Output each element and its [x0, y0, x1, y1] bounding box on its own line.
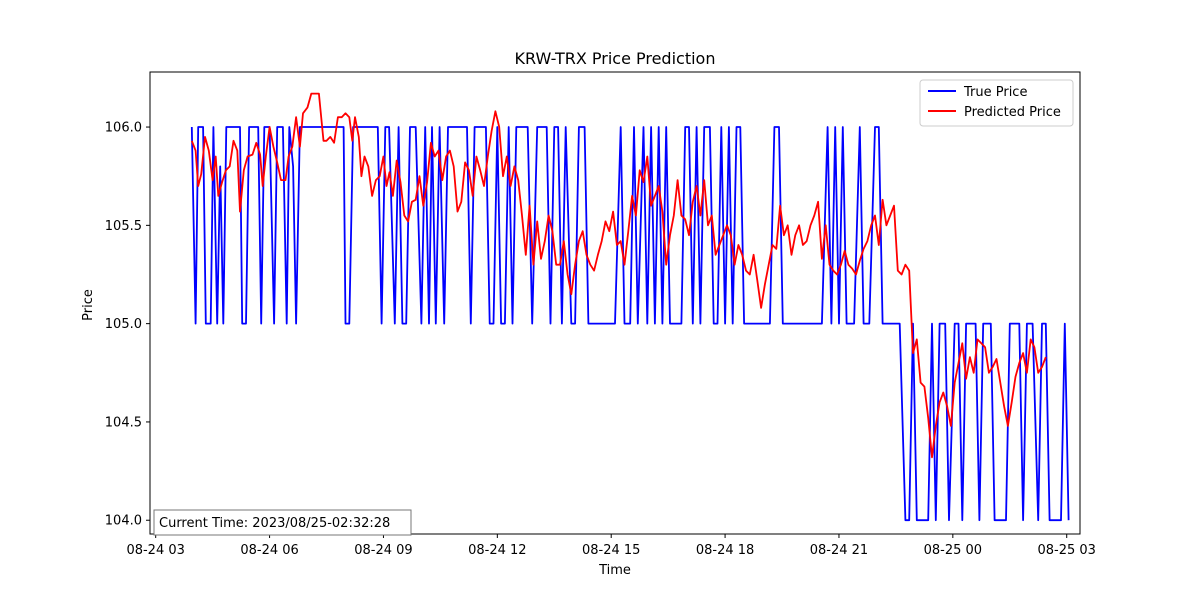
- x-tick-label: 08-24 09: [354, 543, 412, 558]
- x-axis-label: Time: [598, 563, 631, 578]
- legend-label-predicted-price: Predicted Price: [964, 105, 1061, 120]
- legend: True Price Predicted Price: [919, 79, 1074, 127]
- y-tick-label: 104.5: [105, 415, 142, 430]
- x-tick-label: 08-24 15: [582, 543, 640, 558]
- x-tick-label: 08-25 00: [924, 543, 982, 558]
- plot-frame: [149, 71, 1081, 535]
- y-tick-label: 105.0: [105, 317, 142, 332]
- y-tick-label: 106.0: [105, 121, 142, 136]
- legend-box: [919, 79, 1074, 127]
- annotation-text: Current Time: 2023/08/25-02:32:28: [159, 516, 390, 531]
- x-tick-label: 08-24 03: [126, 543, 184, 558]
- legend-label-true-price: True Price: [963, 85, 1027, 100]
- x-tick-label: 08-24 12: [468, 543, 526, 558]
- x-tick-label: 08-25 03: [1037, 543, 1095, 558]
- y-tick-label: 105.5: [105, 219, 142, 234]
- chart-title: KRW-TRX Price Prediction: [515, 49, 716, 68]
- axis-ticks: 08-24 03 08-24 06 08-24 09 08-24 12 08-24 15…: [105, 121, 1096, 558]
- x-tick-label: 08-24 06: [240, 543, 298, 558]
- current-time-annotation: Current Time: 2023/08/25-02:32:28: [153, 509, 412, 536]
- x-tick-label: 08-24 21: [810, 543, 868, 558]
- x-tick-label: 08-24 18: [696, 543, 754, 558]
- series-line-predicted-price: [190, 92, 1047, 459]
- y-axis-label: Price: [81, 289, 96, 321]
- plot-lines: [190, 92, 1070, 522]
- y-tick-label: 104.0: [105, 514, 142, 529]
- annotation-box: [153, 509, 412, 536]
